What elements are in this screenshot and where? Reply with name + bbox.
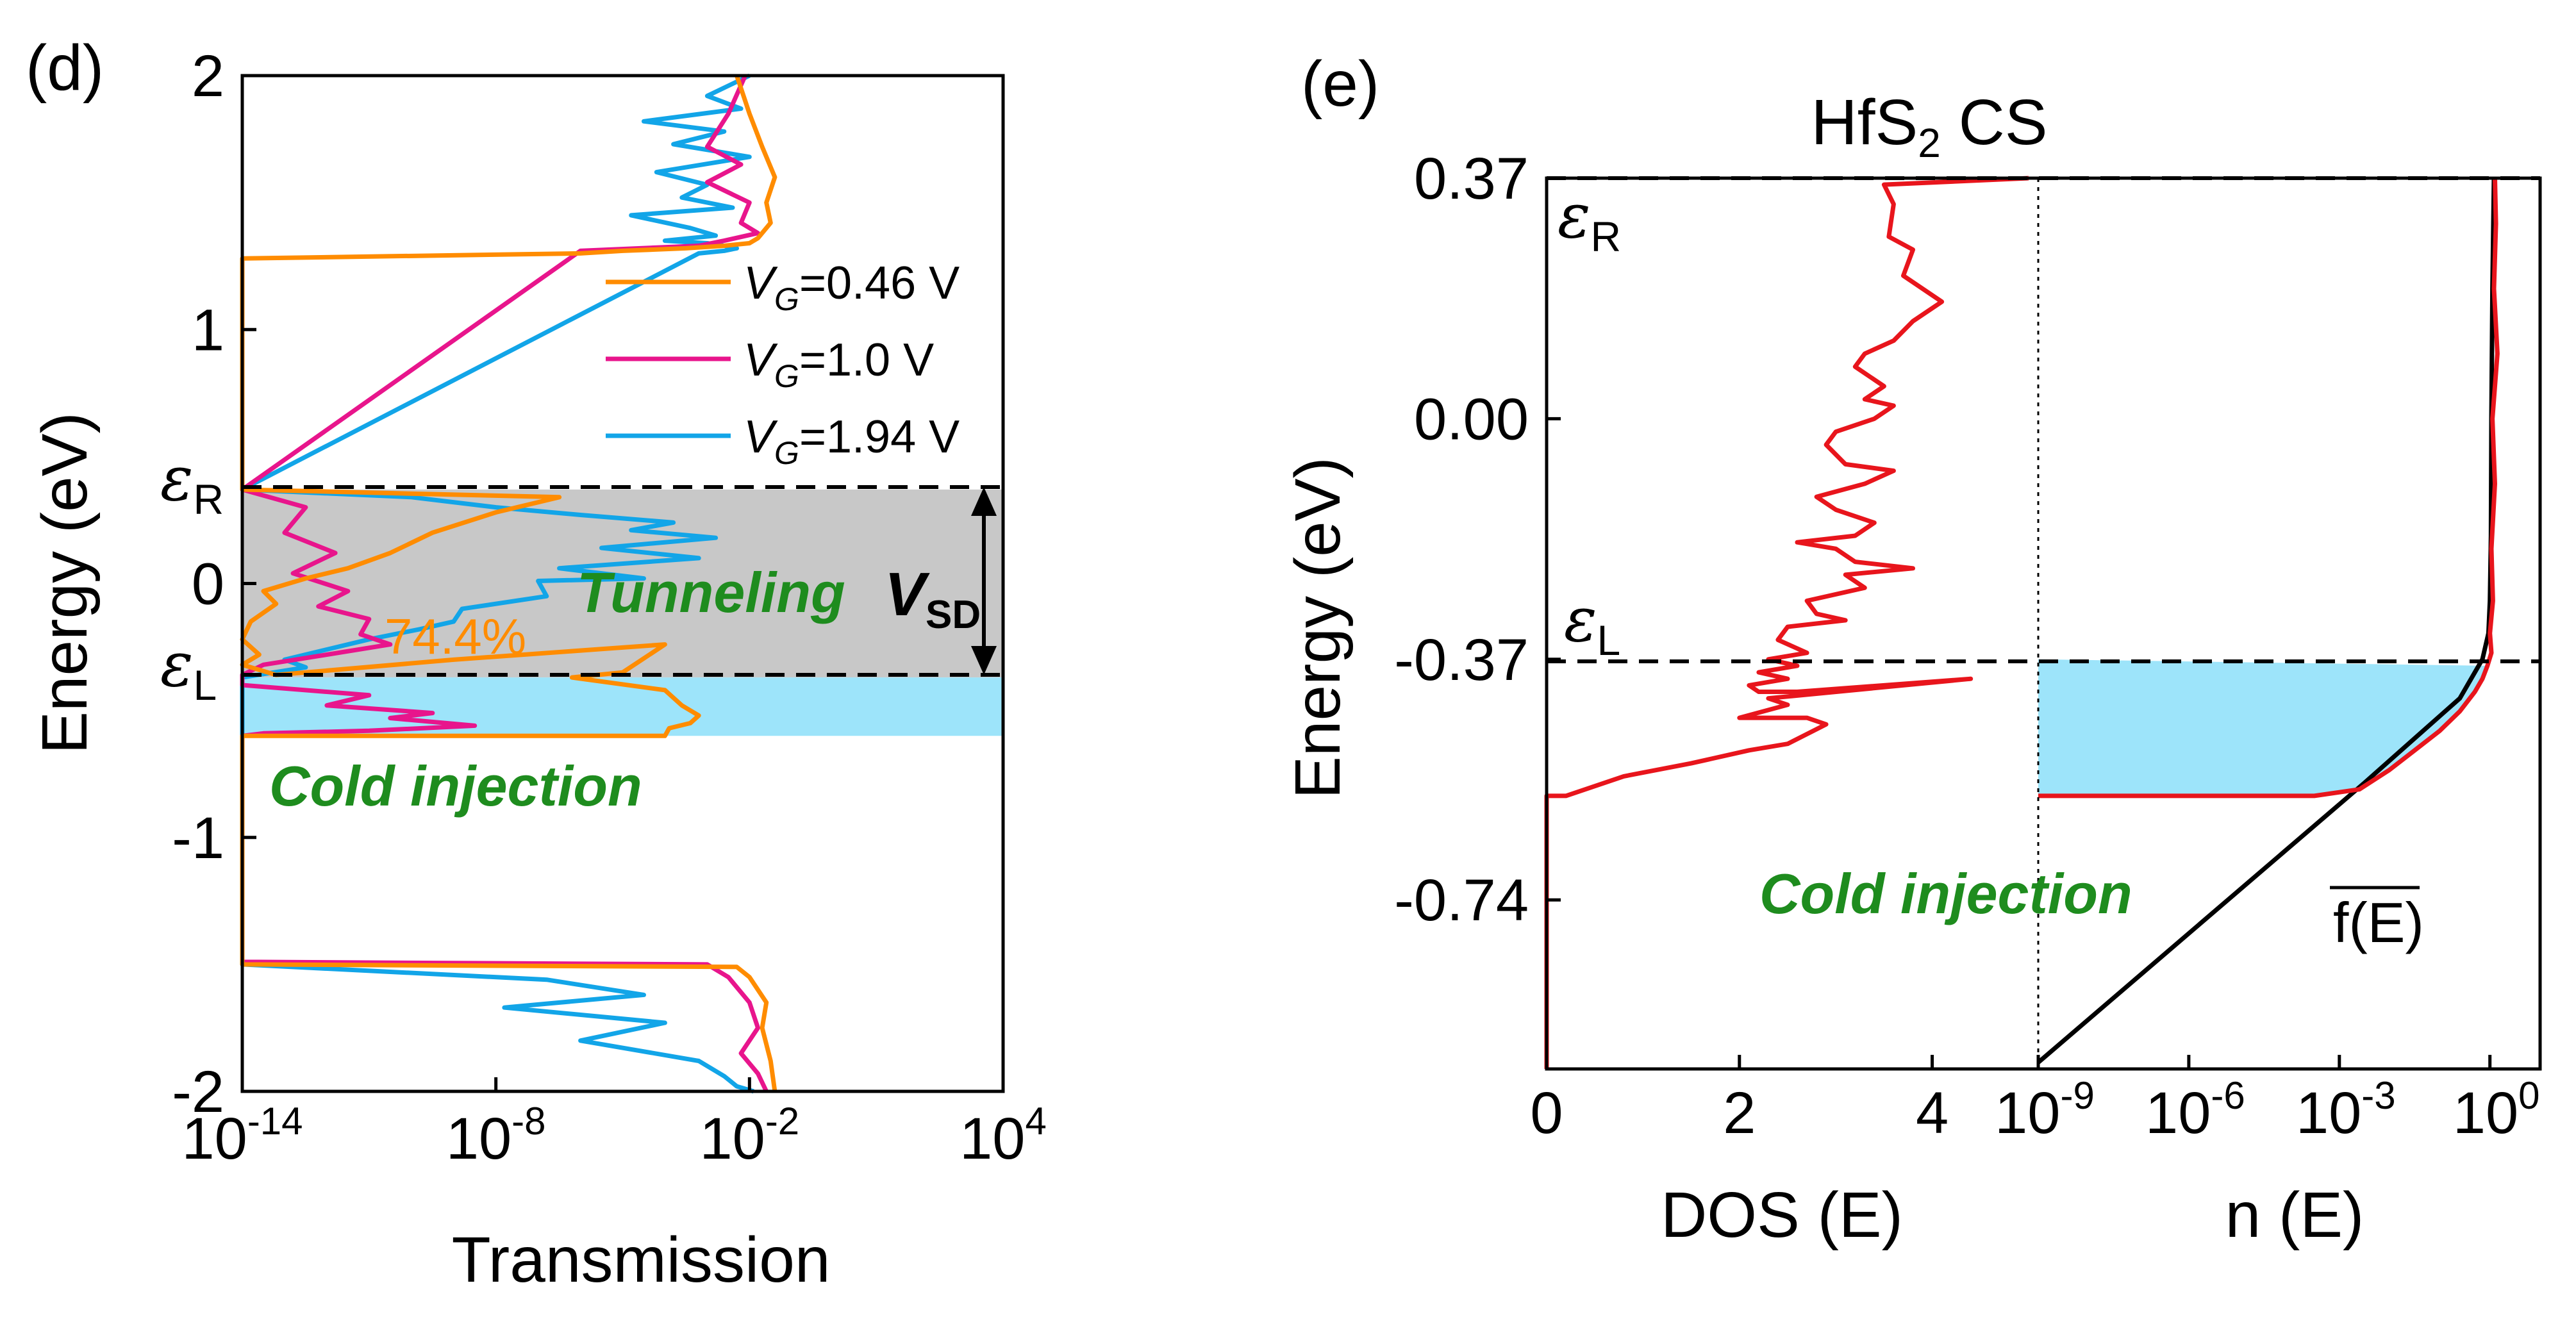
e-ytick-label: 0.00	[1414, 386, 1529, 452]
d-ytick-label: -2	[172, 1059, 224, 1125]
e-nE-xtick-label: 10-9	[1995, 1074, 2095, 1146]
vsd-arrow-head-bottom	[971, 646, 997, 675]
d-ytick-label: -1	[172, 806, 224, 871]
panel-d-label: (d)	[26, 32, 104, 104]
e-ytick-label: 0.37	[1414, 146, 1529, 211]
d-epsR-label: εR	[160, 443, 224, 523]
dos-line	[1544, 176, 2029, 1069]
d-ytick-label: 2	[192, 44, 224, 109]
d-series-line-2	[240, 73, 754, 1094]
e-cold-injection-fill	[2038, 659, 2488, 796]
d-epsL-label: εL	[160, 629, 217, 709]
legend-entry: VG=1.94 V	[744, 411, 960, 471]
e-nE-xtick-label: 10-3	[2296, 1074, 2396, 1146]
e-ytick-label: -0.37	[1394, 627, 1529, 693]
panel-e-label: (e)	[1301, 48, 1379, 120]
vsd-arrow-head-top	[971, 487, 997, 516]
e-nE-x-axis-label: n (E)	[2225, 1179, 2364, 1251]
d-xtick-label: 10-2	[699, 1100, 799, 1171]
vsd-label: VSD	[885, 560, 981, 637]
e-nE-xtick-label: 100	[2453, 1074, 2540, 1146]
e-nE-xtick-label: 10-6	[2145, 1074, 2245, 1146]
e-dos-xtick-label: 4	[1916, 1080, 1949, 1146]
e-cold-injection-label: Cold injection	[1759, 862, 2132, 925]
e-ytick-label: -0.74	[1394, 868, 1529, 933]
d-xtick-label: 104	[960, 1100, 1047, 1171]
fE-label: f(E)	[2333, 891, 2424, 954]
d-series-line-1	[240, 74, 769, 1093]
tunneling-label: Tunneling	[577, 561, 845, 624]
e-dos-x-axis-label: DOS (E)	[1661, 1179, 1903, 1251]
d-y-axis-label: Energy (eV)	[29, 412, 101, 754]
e-dos-xtick-label: 2	[1723, 1080, 1756, 1146]
legend: VG=0.46 V VG=1.0 V VG=1.94 V	[606, 258, 960, 471]
d-xtick-label: 10-14	[181, 1100, 303, 1171]
d-cold-injection-label: Cold injection	[269, 754, 642, 818]
e-y-axis-label: Energy (eV)	[1282, 457, 1354, 799]
panel-d: (d) 210-1-210-14 10-8 10-2 104 VG=0.46 VVG=…	[26, 32, 1047, 1296]
fE-line	[2036, 178, 2497, 1064]
e-epsL-label: εL	[1564, 584, 1620, 664]
d-ytick-label: 1	[192, 297, 224, 363]
e-epsR-label: εR	[1558, 180, 1621, 260]
legend-entry: VG=1.0 V	[744, 335, 934, 394]
d-ytick-label: 0	[192, 552, 224, 617]
nE-line	[2038, 178, 2500, 799]
d-xtick-label: 10-8	[446, 1100, 546, 1171]
panel-e-title: HfS2 CS	[1811, 87, 2048, 166]
d-x-axis-label: Transmission	[452, 1224, 831, 1296]
legend-entry: VG=0.46 V	[744, 258, 960, 317]
d-series-line-0	[240, 74, 777, 1092]
e-dos-xtick-label: 0	[1530, 1080, 1563, 1146]
panel-e: (e) HfS2 CS 0.37 0.00 -0.37 -0.74 0 2 4 10-9 10-…	[1282, 48, 2542, 1251]
percent-label: 74.4%	[385, 608, 526, 665]
